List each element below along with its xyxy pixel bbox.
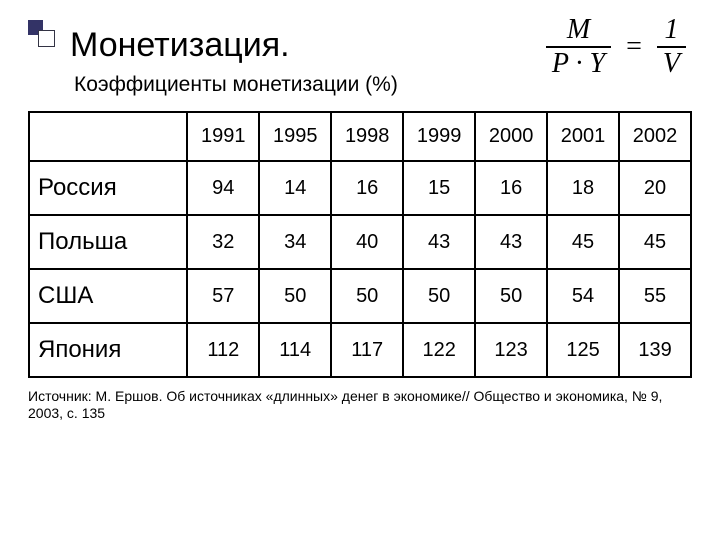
value-cell: 40 <box>331 215 403 269</box>
country-cell: Польша <box>29 215 187 269</box>
table-year: 1999 <box>403 112 475 161</box>
country-cell: США <box>29 269 187 323</box>
value-cell: 114 <box>259 323 331 377</box>
value-cell: 16 <box>331 161 403 215</box>
country-cell: Россия <box>29 161 187 215</box>
value-cell: 125 <box>547 323 619 377</box>
page-title: Монетизация. <box>70 26 398 65</box>
value-cell: 54 <box>547 269 619 323</box>
table-row: Япония 112 114 117 122 123 125 139 <box>29 323 691 377</box>
value-cell: 20 <box>619 161 691 215</box>
value-cell: 32 <box>187 215 259 269</box>
value-cell: 43 <box>475 215 547 269</box>
formula-left-numerator: M <box>546 16 611 44</box>
source-citation: Источник: М. Ершов. Об источниках «длинн… <box>28 388 692 422</box>
value-cell: 112 <box>187 323 259 377</box>
value-cell: 50 <box>475 269 547 323</box>
formula: M P · Y = 1 V <box>546 16 686 78</box>
table-year: 1998 <box>331 112 403 161</box>
value-cell: 123 <box>475 323 547 377</box>
value-cell: 94 <box>187 161 259 215</box>
table-row: США 57 50 50 50 50 54 55 <box>29 269 691 323</box>
value-cell: 55 <box>619 269 691 323</box>
corner-decoration <box>28 20 58 50</box>
page-subtitle: Коэффициенты монетизации (%) <box>74 73 398 97</box>
table-year: 2002 <box>619 112 691 161</box>
table-year: 1995 <box>259 112 331 161</box>
value-cell: 45 <box>547 215 619 269</box>
formula-right-fraction: 1 V <box>657 16 686 78</box>
value-cell: 50 <box>331 269 403 323</box>
monetization-table: 1991 1995 1998 1999 2000 2001 2002 Росси… <box>28 111 692 378</box>
table-year: 1991 <box>187 112 259 161</box>
table-year: 2000 <box>475 112 547 161</box>
value-cell: 43 <box>403 215 475 269</box>
value-cell: 139 <box>619 323 691 377</box>
value-cell: 117 <box>331 323 403 377</box>
deco-square-outline <box>38 30 55 47</box>
table-header-blank <box>29 112 187 161</box>
formula-left-denominator: P · Y <box>546 50 611 78</box>
value-cell: 45 <box>619 215 691 269</box>
formula-right-numerator: 1 <box>657 16 686 44</box>
table-year: 2001 <box>547 112 619 161</box>
value-cell: 18 <box>547 161 619 215</box>
table-row: Россия 94 14 16 15 16 18 20 <box>29 161 691 215</box>
table-header: 1991 1995 1998 1999 2000 2001 2002 <box>29 112 691 161</box>
header: Монетизация. Коэффициенты монетизации (%… <box>28 20 692 111</box>
value-cell: 50 <box>403 269 475 323</box>
equals-sign: = <box>618 33 650 61</box>
value-cell: 14 <box>259 161 331 215</box>
value-cell: 122 <box>403 323 475 377</box>
value-cell: 34 <box>259 215 331 269</box>
formula-right-denominator: V <box>657 50 686 78</box>
country-cell: Япония <box>29 323 187 377</box>
value-cell: 15 <box>403 161 475 215</box>
value-cell: 16 <box>475 161 547 215</box>
formula-left-fraction: M P · Y <box>546 16 611 78</box>
table-body: Россия 94 14 16 15 16 18 20 Польша 32 34… <box>29 161 691 377</box>
value-cell: 50 <box>259 269 331 323</box>
title-block: Монетизация. Коэффициенты монетизации (%… <box>70 20 398 111</box>
value-cell: 57 <box>187 269 259 323</box>
table-row: Польша 32 34 40 43 43 45 45 <box>29 215 691 269</box>
table-header-row: 1991 1995 1998 1999 2000 2001 2002 <box>29 112 691 161</box>
slide: Монетизация. Коэффициенты монетизации (%… <box>0 0 720 540</box>
